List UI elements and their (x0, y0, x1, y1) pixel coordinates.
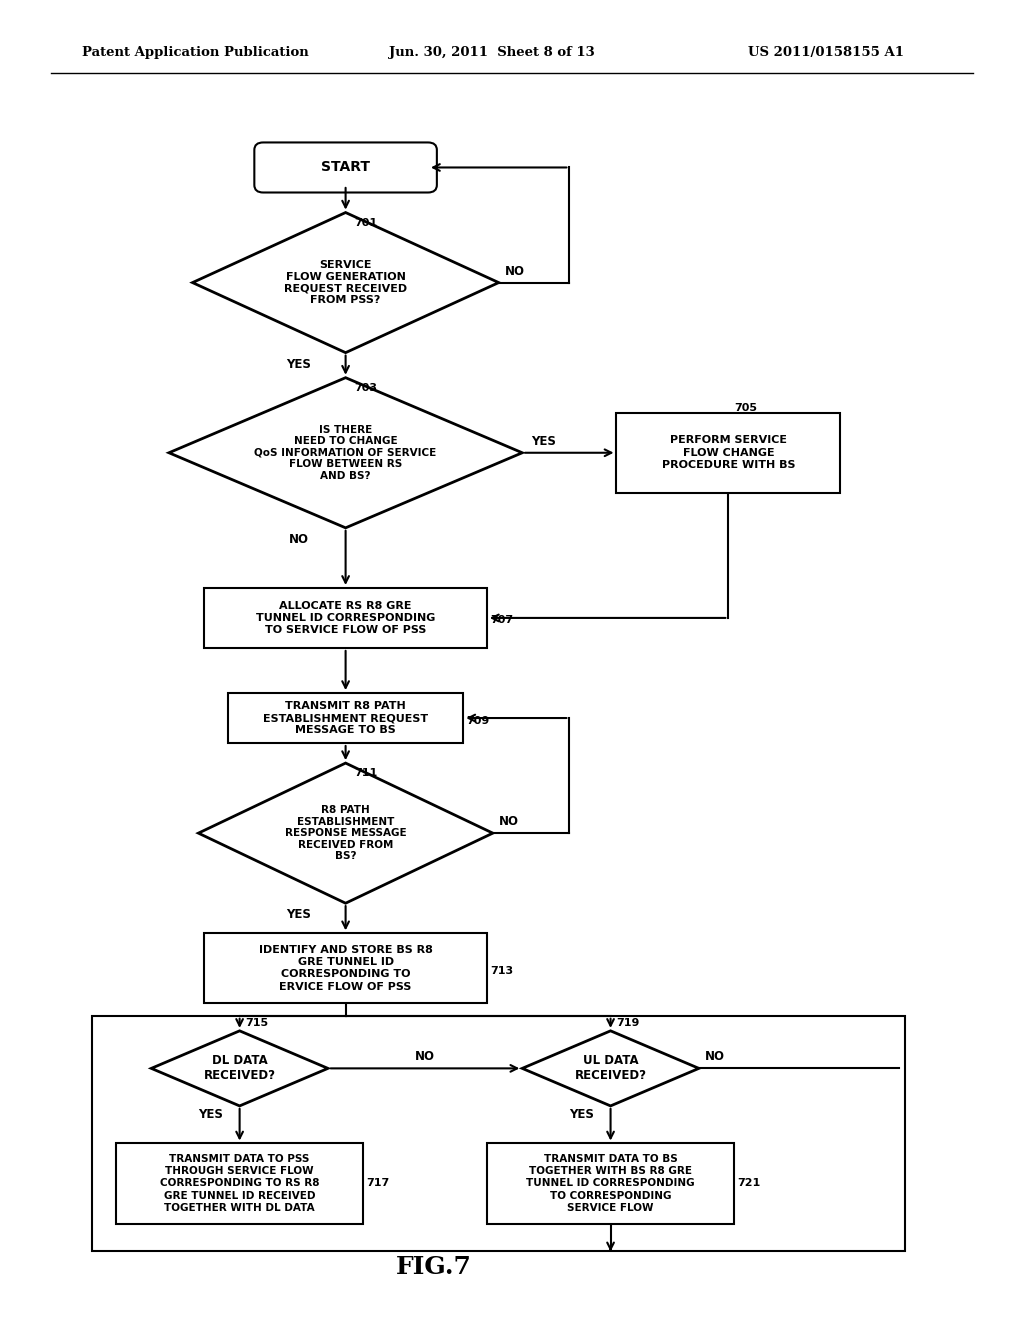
FancyBboxPatch shape (254, 143, 437, 193)
Text: 719: 719 (616, 1018, 640, 1028)
Text: Jun. 30, 2011  Sheet 8 of 13: Jun. 30, 2011 Sheet 8 of 13 (389, 46, 595, 59)
Bar (92, 1016, 905, 1251)
Text: 705: 705 (734, 403, 757, 413)
Bar (116, 1143, 364, 1224)
Text: 713: 713 (489, 966, 513, 975)
Text: 711: 711 (354, 768, 378, 777)
Polygon shape (152, 1031, 328, 1106)
Text: FIG.7: FIG.7 (396, 1254, 472, 1279)
Text: 721: 721 (737, 1179, 761, 1188)
Text: NO: NO (705, 1051, 725, 1064)
Text: NO: NO (415, 1051, 435, 1064)
Text: 717: 717 (367, 1179, 389, 1188)
Bar (205, 933, 487, 1003)
Text: YES: YES (531, 434, 556, 447)
Text: 703: 703 (354, 383, 378, 392)
Text: START: START (322, 161, 370, 174)
Text: Patent Application Publication: Patent Application Publication (82, 46, 308, 59)
Text: DL DATA
RECEIVED?: DL DATA RECEIVED? (204, 1055, 275, 1082)
Text: US 2011/0158155 A1: US 2011/0158155 A1 (748, 46, 903, 59)
Polygon shape (193, 213, 499, 352)
Text: YES: YES (198, 1109, 222, 1122)
Polygon shape (522, 1031, 698, 1106)
Text: YES: YES (568, 1109, 594, 1122)
Text: IDENTIFY AND STORE BS R8
GRE TUNNEL ID
CORRESPONDING TO
ERVICE FLOW OF PSS: IDENTIFY AND STORE BS R8 GRE TUNNEL ID C… (259, 945, 432, 991)
Text: NO: NO (505, 264, 524, 277)
Bar (205, 587, 487, 648)
Bar (616, 413, 840, 492)
Text: PERFORM SERVICE
FLOW CHANGE
PROCEDURE WITH BS: PERFORM SERVICE FLOW CHANGE PROCEDURE WI… (662, 436, 795, 470)
Text: TRANSMIT DATA TO PSS
THROUGH SERVICE FLOW
CORRESPONDING TO RS R8
GRE TUNNEL ID R: TRANSMIT DATA TO PSS THROUGH SERVICE FLO… (160, 1154, 319, 1213)
Bar (227, 693, 463, 743)
Text: 707: 707 (489, 615, 513, 626)
Text: SERVICE
FLOW GENERATION
REQUEST RECEIVED
FROM PSS?: SERVICE FLOW GENERATION REQUEST RECEIVED… (284, 260, 408, 305)
Text: YES: YES (286, 358, 311, 371)
Text: TRANSMIT DATA TO BS
TOGETHER WITH BS R8 GRE
TUNNEL ID CORRESPONDING
TO CORRESPON: TRANSMIT DATA TO BS TOGETHER WITH BS R8 … (526, 1154, 695, 1213)
Polygon shape (169, 378, 522, 528)
Text: UL DATA
RECEIVED?: UL DATA RECEIVED? (574, 1055, 646, 1082)
Text: IS THERE
NEED TO CHANGE
QoS INFORMATION OF SERVICE
FLOW BETWEEN RS
AND BS?: IS THERE NEED TO CHANGE QoS INFORMATION … (255, 425, 436, 480)
Text: NO: NO (499, 816, 519, 828)
Polygon shape (199, 763, 493, 903)
Text: 701: 701 (354, 218, 378, 227)
Text: YES: YES (286, 908, 311, 921)
Text: 715: 715 (246, 1018, 268, 1028)
Text: 709: 709 (466, 715, 489, 726)
Text: NO: NO (289, 533, 308, 546)
Text: R8 PATH
ESTABLISHMENT
RESPONSE MESSAGE
RECEIVED FROM
BS?: R8 PATH ESTABLISHMENT RESPONSE MESSAGE R… (285, 805, 407, 862)
Text: TRANSMIT R8 PATH
ESTABLISHMENT REQUEST
MESSAGE TO BS: TRANSMIT R8 PATH ESTABLISHMENT REQUEST M… (263, 701, 428, 735)
Bar (487, 1143, 734, 1224)
Text: ALLOCATE RS R8 GRE
TUNNEL ID CORRESPONDING
TO SERVICE FLOW OF PSS: ALLOCATE RS R8 GRE TUNNEL ID CORRESPONDI… (256, 601, 435, 635)
